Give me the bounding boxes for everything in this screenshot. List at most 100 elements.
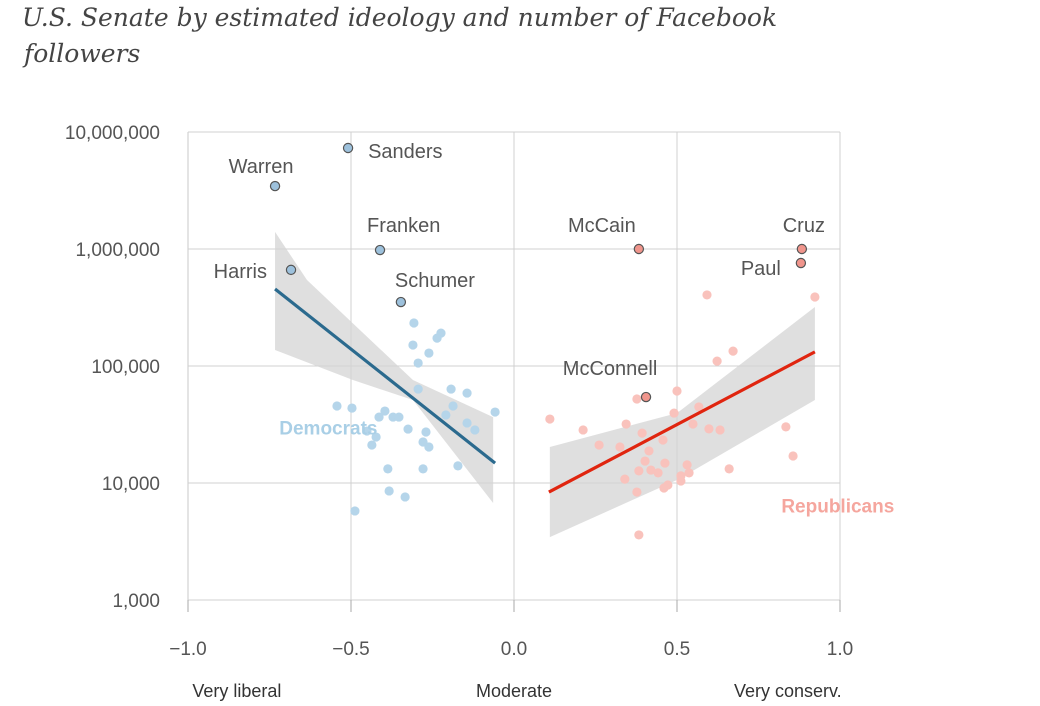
republicans-data-point <box>724 464 734 474</box>
republicans-data-point <box>715 425 725 435</box>
republicans-data-point <box>728 346 738 356</box>
republicans-data-point <box>634 466 644 476</box>
democrats-confidence-band <box>275 231 494 504</box>
republicans-series-label: Republicans <box>781 496 894 517</box>
republicans-data-point <box>676 476 686 486</box>
democrats-data-point <box>400 492 410 502</box>
y-tick-label: 10,000 <box>102 474 160 495</box>
republicans-data-point <box>684 468 694 478</box>
democrats-data-point <box>332 401 342 411</box>
democrats-data-point <box>380 406 390 416</box>
democrats-data-point <box>470 425 480 435</box>
democrats-data-point <box>408 340 418 350</box>
label-mcconnell: McConnell <box>563 358 657 380</box>
label-mccain: McCain <box>568 215 636 237</box>
x-category-label: Very conserv. <box>734 681 842 701</box>
chart-title-line-2: followers <box>24 39 141 68</box>
democrats-data-point <box>347 403 357 413</box>
democrats-series-label: Democrats <box>279 418 377 439</box>
republicans-data-point <box>694 402 704 412</box>
republicans-data-point <box>704 424 714 434</box>
republicans-data-point <box>621 419 631 429</box>
democrats-data-point <box>362 426 372 436</box>
chart-title: U.S. Senate by estimated ideology and nu… <box>22 0 777 72</box>
democrats-data-point <box>424 442 434 452</box>
x-category-label: Very liberal <box>192 681 281 701</box>
democrats-point-warren <box>269 180 281 192</box>
republicans-data-point <box>659 483 669 493</box>
republicans-point-mcconnell <box>640 391 652 403</box>
x-tick-label: −0.5 <box>332 639 370 660</box>
chart-title-line-1: U.S. Senate by estimated ideology and nu… <box>22 3 778 32</box>
republicans-data-point <box>672 386 682 396</box>
republicans-point-paul <box>795 257 807 269</box>
democrats-data-point <box>432 333 442 343</box>
democrats-data-point <box>413 384 423 394</box>
x-category-label: Moderate <box>476 681 552 701</box>
x-tick-label: 0.0 <box>501 639 527 660</box>
republicans-data-point <box>632 487 642 497</box>
democrats-data-point <box>490 407 500 417</box>
republicans-data-point <box>653 468 663 478</box>
republicans-data-point <box>634 530 644 540</box>
republicans-data-point <box>646 465 656 475</box>
democrats-data-point <box>403 424 413 434</box>
democrats-data-point <box>413 358 423 368</box>
democrats-point-sanders <box>342 142 354 154</box>
republicans-data-point <box>712 356 722 366</box>
democrats-data-point <box>409 318 419 328</box>
democrats-data-point <box>384 486 394 496</box>
label-franken: Franken <box>367 215 440 237</box>
democrats-point-franken <box>374 244 386 256</box>
y-tick-label: 1,000 <box>112 591 160 612</box>
democrats-data-point <box>446 384 456 394</box>
republicans-data-point <box>578 425 588 435</box>
republicans-data-point <box>781 422 791 432</box>
democrats-data-point <box>448 401 458 411</box>
democrats-trend-line <box>274 287 497 465</box>
y-tick-label: 100,000 <box>91 357 160 378</box>
republicans-data-point <box>632 394 642 404</box>
democrats-data-point <box>453 461 463 471</box>
y-tick-label: 10,000,000 <box>65 123 160 144</box>
democrats-data-point <box>394 412 404 422</box>
republicans-data-point <box>788 451 798 461</box>
republicans-data-point <box>615 442 625 452</box>
democrats-data-point <box>418 464 428 474</box>
y-tick-label: 1,000,000 <box>75 240 160 261</box>
label-harris: Harris <box>214 261 267 283</box>
label-paul: Paul <box>741 258 781 280</box>
republicans-data-point <box>669 408 679 418</box>
label-sanders: Sanders <box>368 141 443 163</box>
democrats-data-point <box>367 440 377 450</box>
democrats-data-point <box>424 348 434 358</box>
republicans-data-point <box>810 292 820 302</box>
republicans-data-point <box>660 458 670 468</box>
label-schumer: Schumer <box>395 270 475 292</box>
republicans-trend-line <box>548 350 816 494</box>
republicans-point-mccain <box>633 243 645 255</box>
democrats-data-point <box>383 464 393 474</box>
republicans-data-point <box>658 435 668 445</box>
republicans-data-point <box>594 440 604 450</box>
republicans-data-point <box>688 419 698 429</box>
republicans-data-point <box>702 290 712 300</box>
x-tick-label: 0.5 <box>664 639 690 660</box>
x-tick-label: −1.0 <box>169 639 207 660</box>
label-cruz: Cruz <box>783 215 825 237</box>
republicans-data-point <box>637 428 647 438</box>
democrats-data-point <box>441 410 451 420</box>
democrats-data-point <box>350 506 360 516</box>
democrats-point-harris <box>285 264 297 276</box>
republicans-data-point <box>545 414 555 424</box>
democrats-data-point <box>462 418 472 428</box>
democrats-data-point <box>421 427 431 437</box>
label-warren: Warren <box>229 156 294 178</box>
democrats-data-point <box>374 412 384 422</box>
democrats-data-point <box>462 388 472 398</box>
democrats-data-point <box>371 432 381 442</box>
republicans-data-point <box>620 474 630 484</box>
republicans-data-point <box>644 446 654 456</box>
